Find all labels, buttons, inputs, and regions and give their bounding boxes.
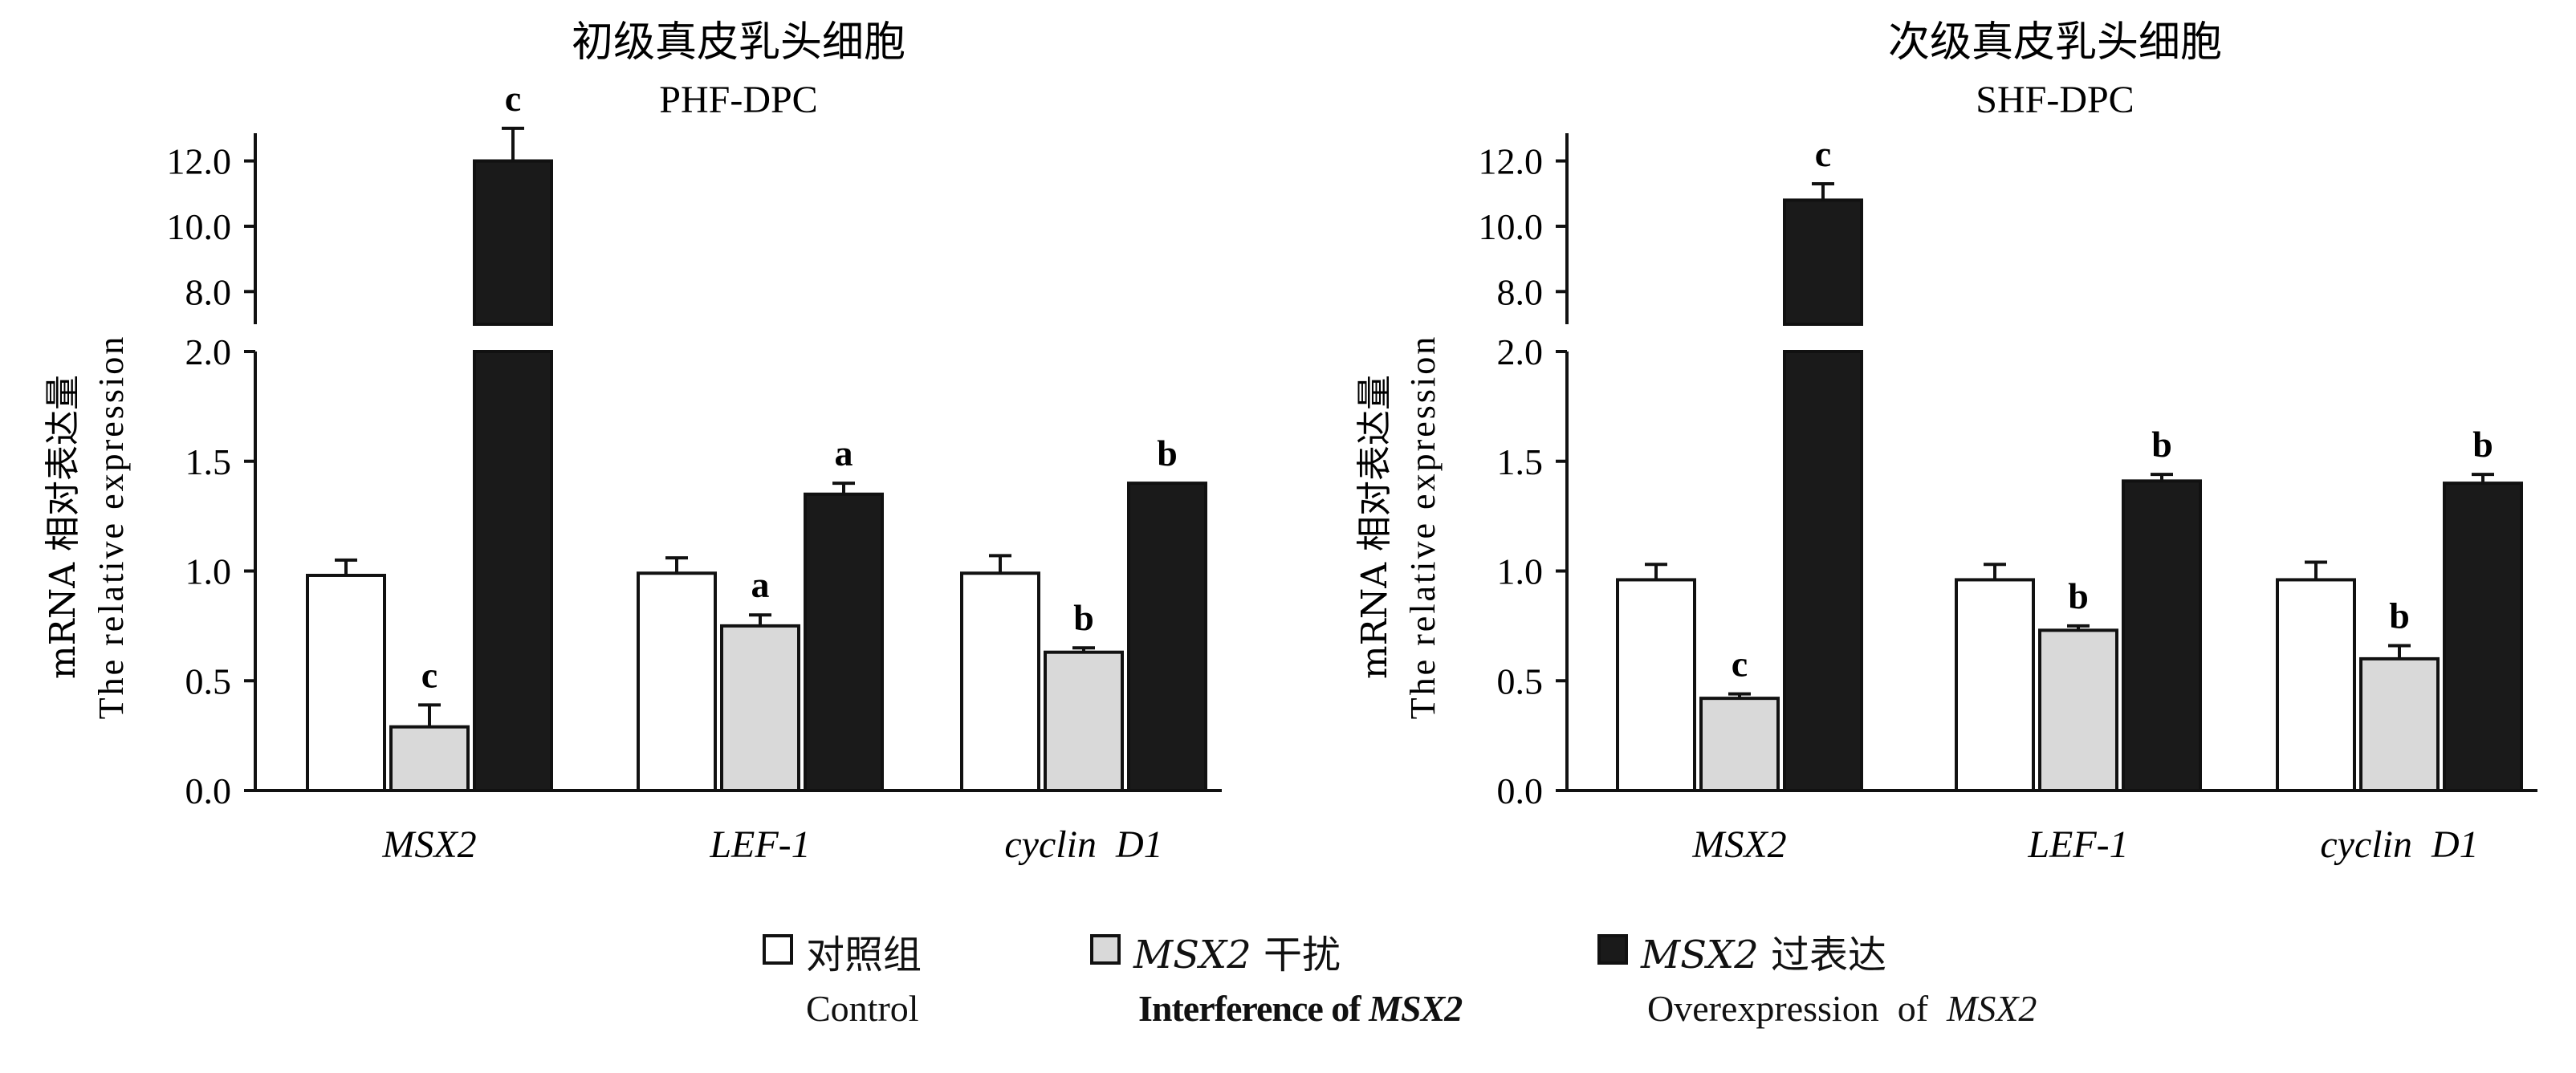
x-category-label: MSX2 xyxy=(381,823,476,866)
bar-control-0 xyxy=(306,573,386,792)
y-tick-label: 0.5 xyxy=(185,660,232,701)
significance-label: a xyxy=(835,433,853,474)
y-tick-label: 0.0 xyxy=(185,770,232,811)
x-category-label: MSX2 xyxy=(1691,823,1786,866)
y-tick-label: 12.0 xyxy=(167,141,232,182)
bar-overexpression-2 xyxy=(1127,482,1207,792)
bar-control-1 xyxy=(637,571,717,792)
chart-title: 初级真皮乳头细胞 xyxy=(572,18,905,67)
bar-control-2 xyxy=(2276,578,2356,792)
x-category-label: cyclin D1 xyxy=(1004,823,1162,866)
y-tick-label: 2.0 xyxy=(185,331,232,372)
bar-interference-2 xyxy=(2359,656,2440,793)
significance-label: c xyxy=(505,78,521,119)
y-tick-label: 10.0 xyxy=(1479,206,1544,247)
legend-label-overexpression-zh: MSX2 过表达 xyxy=(1641,933,1887,977)
significance-label: c xyxy=(1815,133,1831,174)
y-tick-label: 2.0 xyxy=(1497,331,1544,372)
legend-label-interference-zh: MSX2 干扰 xyxy=(1133,933,1341,977)
bar-interference-0 xyxy=(389,725,470,792)
bar-interference-1 xyxy=(720,624,800,792)
chart-subtitle: SHF-DPC xyxy=(1976,79,2134,121)
significance-label: c xyxy=(421,654,437,695)
bar-overexpression-0-upper xyxy=(473,159,553,326)
y-axis-label-en: The relative expression xyxy=(92,335,131,720)
y-tick-label: 1.0 xyxy=(1497,551,1544,592)
legend-label-interference-en: Interference of MSX2 xyxy=(1138,988,1463,1029)
legend-label-control-zh: 对照组 xyxy=(806,933,922,977)
bar-overexpression-1 xyxy=(804,492,884,793)
bar-overexpression-1 xyxy=(2122,479,2202,792)
significance-label: b xyxy=(1073,597,1094,638)
y-axis-label: mRNA 相对表达量 xyxy=(1354,375,1395,679)
bar-overexpression-0 xyxy=(473,350,553,792)
y-tick-label: 1.0 xyxy=(185,551,232,592)
chart-title: 次级真皮乳头细胞 xyxy=(1888,18,2222,67)
x-category-label: LEF-1 xyxy=(709,823,810,866)
bar-overexpression-0-upper xyxy=(1783,198,1863,326)
bar-control-0 xyxy=(1616,578,1696,792)
legend-label-control-en: Control xyxy=(806,988,919,1029)
bar-control-1 xyxy=(1955,578,2035,792)
y-tick-label: 8.0 xyxy=(185,271,232,312)
y-axis-label: mRNA 相对表达量 xyxy=(43,375,83,679)
significance-label: b xyxy=(2068,575,2089,616)
legend-swatch-control xyxy=(763,934,793,965)
y-tick-label: 1.5 xyxy=(185,441,232,482)
legend-swatch-overexpression xyxy=(1597,934,1628,965)
y-tick-label: 10.0 xyxy=(167,206,232,247)
bar-interference-0 xyxy=(1699,697,1780,793)
x-category-label: cyclin D1 xyxy=(2320,823,2478,866)
y-tick-label: 1.5 xyxy=(1497,441,1544,482)
legend-label-overexpression-en: Overexpression of MSX2 xyxy=(1647,988,2037,1029)
y-tick-label: 12.0 xyxy=(1479,141,1544,182)
bar-control-2 xyxy=(960,571,1040,792)
y-tick-label: 0.0 xyxy=(1497,770,1544,811)
y-tick-label: 0.5 xyxy=(1497,660,1544,701)
significance-label: b xyxy=(1157,433,1178,474)
chart-subtitle: PHF-DPC xyxy=(659,79,817,121)
significance-label: c xyxy=(1732,644,1748,685)
significance-label: b xyxy=(2389,595,2410,636)
bar-interference-2 xyxy=(1044,650,1124,792)
bar-overexpression-2 xyxy=(2443,482,2523,792)
bar-overexpression-0 xyxy=(1783,350,1863,792)
x-category-label: LEF-1 xyxy=(2027,823,2128,866)
charts-svg: 初级真皮乳头细胞 PHF-DPC 0.0 0.5 1.0 1.5 2.0 8.0 10.0 12.… xyxy=(43,18,2537,866)
significance-label: b xyxy=(2472,424,2493,465)
bar-interference-1 xyxy=(2038,628,2118,792)
significance-label: a xyxy=(751,564,770,605)
significance-label: b xyxy=(2151,424,2172,465)
y-tick-label: 8.0 xyxy=(1497,271,1544,312)
y-axis-label-en: The relative expression xyxy=(1403,335,1443,720)
legend: 对照组 Control MSX2 干扰 Interference of MSX2… xyxy=(0,923,2576,1067)
legend-swatch-interference xyxy=(1090,934,1121,965)
